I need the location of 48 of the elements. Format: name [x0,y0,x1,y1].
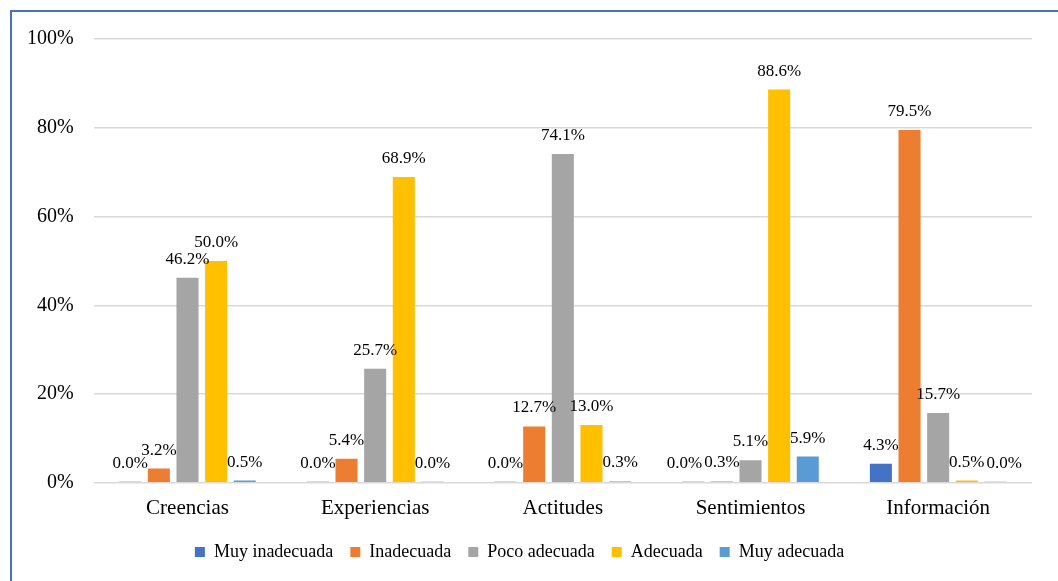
legend-label: Poco adecuada [487,540,595,561]
bar [147,468,170,483]
data-label: 13.0% [569,396,614,416]
legend-label: Muy inadecuada [213,540,334,561]
data-label: 0.5% [227,451,263,471]
data-label: 0.0% [666,452,703,472]
bar [927,413,950,483]
x-tick-label: Información [886,494,991,519]
x-tick-label: Experiencias [320,494,430,519]
data-label: 0.3% [704,452,740,472]
bar [796,456,819,483]
bar [523,426,546,483]
y-tick-label: 40% [36,292,74,315]
data-label: 74.1% [540,124,585,144]
data-label: 4.3% [863,434,899,454]
bar [580,425,603,483]
bar [768,89,791,483]
x-tick-label: Actitudes [522,494,604,519]
bar [176,277,199,483]
data-label: 0.0% [300,452,336,472]
bar [335,458,358,483]
x-tick-label: Creencias [146,494,229,519]
data-label: 50.0% [194,231,239,251]
y-tick-label: 80% [36,115,74,138]
x-tick-label: Sentimientos [695,494,806,519]
data-label: 0.5% [949,451,985,471]
y-tick-label: 60% [36,203,74,226]
data-label: 68.9% [381,148,426,168]
bar [869,463,892,483]
data-label: 0.0% [986,452,1022,472]
legend-label: Inadecuada [369,540,452,561]
data-label: 0.3% [602,452,638,472]
data-label: 5.1% [732,431,769,451]
y-tick-label: 100% [26,26,74,49]
data-label: 5.4% [328,429,365,449]
data-label: 79.5% [887,100,932,120]
data-label: 0.0% [414,452,451,472]
legend-label: Muy adecuada [738,540,845,561]
data-label: 46.2% [165,248,210,268]
bar [739,460,762,483]
bar [364,368,387,483]
data-label: 0.0% [487,452,524,472]
data-label: 12.7% [512,397,557,417]
legend-label: Adecuada [630,540,703,561]
data-label: 5.9% [790,427,826,447]
y-tick-label: 20% [36,381,74,404]
data-label: 88.6% [757,60,802,80]
y-tick-label: 0% [46,470,74,493]
